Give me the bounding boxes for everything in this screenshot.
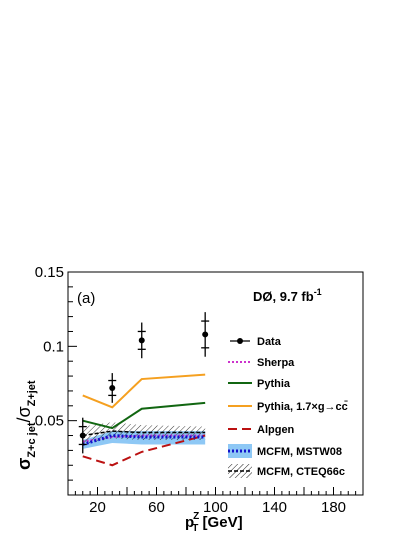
x-tick-label: 140 xyxy=(262,499,287,516)
data-point xyxy=(201,312,210,357)
x-tick-label: 60 xyxy=(148,499,165,516)
legend-label: MCFM, MSTW08 xyxy=(257,446,342,458)
y-tick-label: 0.15 xyxy=(35,264,64,281)
legend-entry: MCFM, CTEQ66c xyxy=(228,464,345,478)
y-tick-label: 0.05 xyxy=(35,413,64,430)
data-marker xyxy=(138,337,145,344)
x-axis-title: pZ T [GeV] xyxy=(185,511,243,534)
x-tick-label: 180 xyxy=(321,499,346,516)
legend-entry: Sherpa xyxy=(228,357,295,369)
data-marker xyxy=(79,432,86,439)
y-tick-label: 0.1 xyxy=(43,338,64,355)
curve-mcfm-cteq66c xyxy=(82,430,206,437)
legend-label: Sherpa xyxy=(257,357,295,369)
panel-label: (a) xyxy=(77,290,95,307)
theory-curves xyxy=(82,373,206,467)
legend-label: MCFM, CTEQ66c xyxy=(257,466,345,478)
curve-alpgen xyxy=(82,434,206,467)
experiment-label: DØ, 9.7 fb-1 xyxy=(253,287,322,304)
curve-pythia xyxy=(82,401,206,430)
y-axis: 0.05 0.1 0.15 xyxy=(35,264,77,496)
legend-entry: Pythia xyxy=(228,378,291,390)
data-point xyxy=(108,373,117,403)
legend-label: Alpgen xyxy=(257,424,295,436)
legend-entry: MCFM, MSTW08 xyxy=(228,444,342,458)
legend-marker xyxy=(237,338,243,344)
legend: Data Sherpa Pythia Pythia, 1.7×g→cc̄ Alpgen M… xyxy=(228,336,348,478)
legend-label: Data xyxy=(257,336,282,348)
data-points xyxy=(78,312,210,454)
data-marker xyxy=(109,384,116,391)
legend-label: Pythia, 1.7×g→cc̄ xyxy=(257,401,348,413)
legend-label: Pythia xyxy=(257,378,291,390)
curve-pythia-1-7-g-cc- xyxy=(82,373,206,409)
y-axis-title: σZ+c jet/σZ+jet xyxy=(14,380,38,470)
legend-entry: Data xyxy=(230,336,282,348)
data-point xyxy=(137,322,146,359)
x-tick-label: 100 xyxy=(203,499,228,516)
x-tick-label: 20 xyxy=(89,499,106,516)
data-point xyxy=(78,417,87,454)
curve-mcfm-mstw08 xyxy=(82,434,206,446)
legend-entry: Pythia, 1.7×g→cc̄ xyxy=(228,401,348,413)
x-axis: 20 60 100 140 180 xyxy=(67,487,364,516)
legend-entry: Alpgen xyxy=(228,424,295,436)
data-marker xyxy=(202,331,209,338)
